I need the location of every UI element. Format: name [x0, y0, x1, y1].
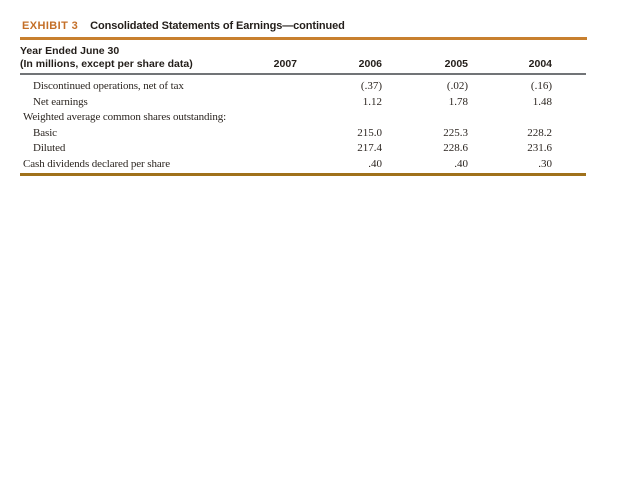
row-value: 228.6 — [443, 142, 468, 154]
row-value: .40 — [368, 157, 382, 170]
title-rule — [20, 37, 587, 40]
column-header-2007: 2007 — [273, 58, 297, 70]
row-value: (.37) — [360, 80, 382, 92]
exhibit-title: Consolidated Statements of Earnings—cont… — [90, 20, 345, 32]
table-caption-line1: Year Ended June 30 — [20, 45, 120, 57]
row-value: .30 — [538, 157, 552, 170]
exhibit-document: EXHIBIT 3 Consolidated Statements of Ear… — [20, 0, 587, 478]
table-header-row: (In millions, except per share data) 200… — [20, 58, 587, 71]
row-value: 1.78 — [448, 95, 468, 108]
row-label: Net earnings — [33, 95, 88, 108]
table-row: Basic 215.0 225.3 228.2 — [20, 126, 587, 142]
exhibit-heading: EXHIBIT 3 Consolidated Statements of Ear… — [22, 20, 345, 32]
row-value: 225.3 — [443, 126, 468, 139]
table-row: Net earnings 1.12 1.78 1.48 — [20, 95, 587, 111]
row-value: (.02) — [446, 80, 468, 92]
row-label: Discontinued operations, net of tax — [33, 80, 184, 92]
row-value: 228.2 — [527, 126, 552, 139]
row-label: Cash dividends declared per share — [23, 157, 170, 170]
table-row: Cash dividends declared per share .40 .4… — [20, 157, 587, 173]
row-label: Weighted average common shares outstandi… — [23, 111, 227, 123]
row-value: 1.48 — [532, 95, 552, 108]
row-value: .40 — [454, 157, 468, 170]
exhibit-label: EXHIBIT 3 — [22, 20, 79, 32]
header-rule — [20, 72, 586, 75]
row-value: 1.12 — [362, 95, 382, 108]
table-caption-line2: (In millions, except per share data) — [20, 58, 193, 70]
column-header-2005: 2005 — [444, 58, 468, 70]
row-value: 215.0 — [357, 126, 382, 139]
table-row: Weighted average common shares outstandi… — [20, 110, 587, 126]
row-value: 217.4 — [357, 142, 382, 154]
row-value: (.16) — [530, 80, 552, 92]
row-label: Diluted — [33, 142, 66, 154]
table-row: Discontinued operations, net of tax (.37… — [20, 79, 587, 95]
bottom-rule — [20, 173, 586, 177]
row-label: Basic — [33, 126, 57, 139]
column-header-2004: 2004 — [528, 58, 552, 70]
row-value: 231.6 — [527, 142, 552, 154]
column-header-2006: 2006 — [358, 58, 382, 70]
table-row: Diluted 217.4 228.6 231.6 — [20, 141, 587, 157]
table-body: Discontinued operations, net of tax (.37… — [20, 79, 587, 172]
